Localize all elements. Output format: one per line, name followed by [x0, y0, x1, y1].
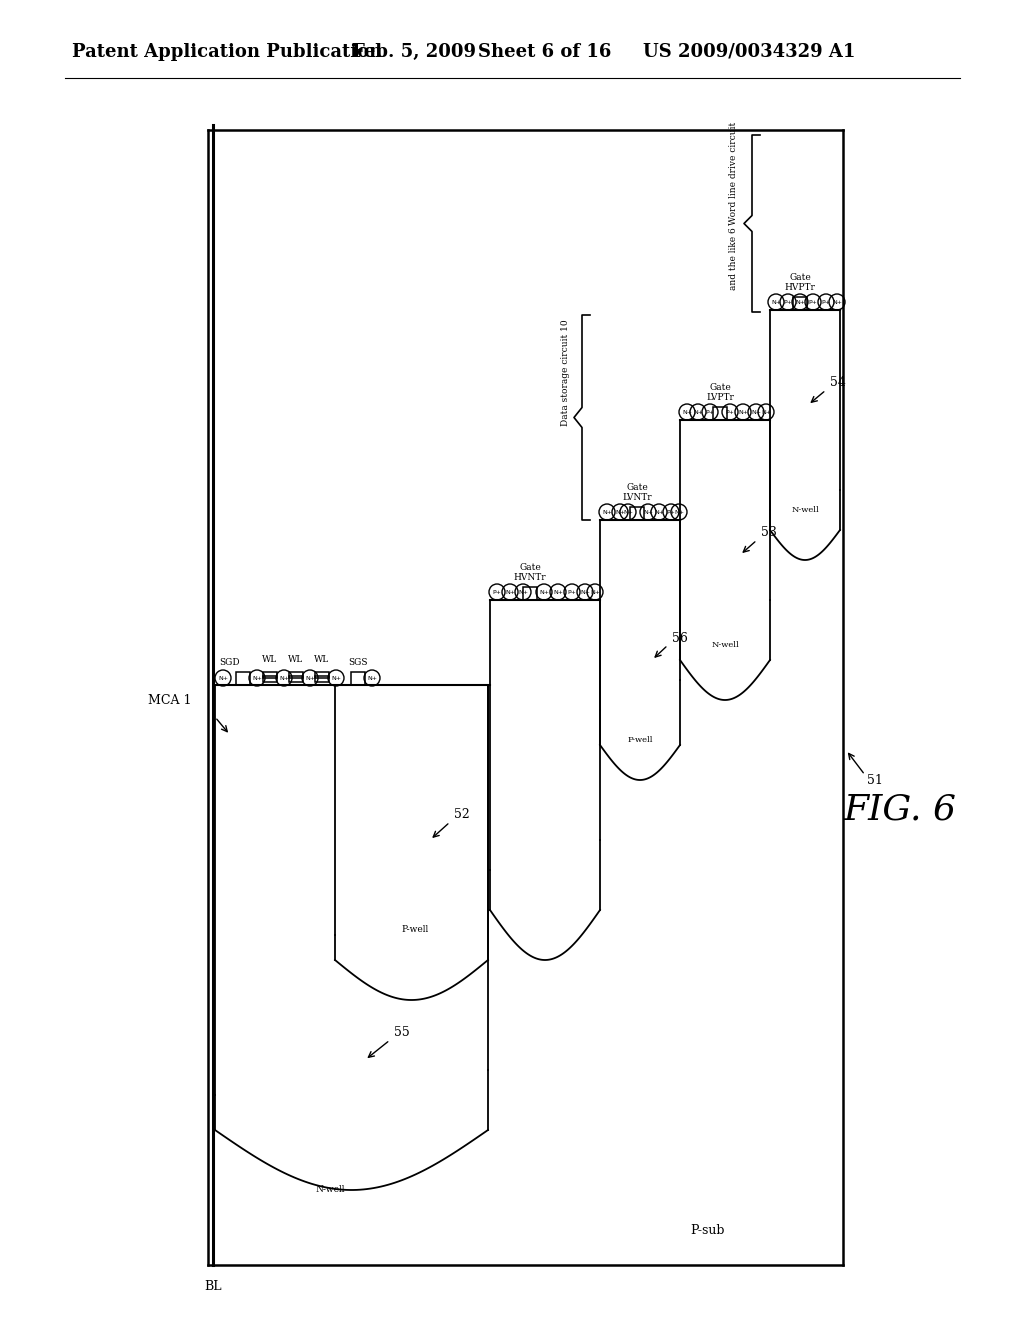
Text: N+: N+ — [218, 676, 228, 681]
Text: N+: N+ — [505, 590, 515, 594]
Text: and the like 6: and the like 6 — [729, 227, 738, 290]
Text: US 2009/0034329 A1: US 2009/0034329 A1 — [643, 44, 855, 61]
Text: P+: P+ — [493, 590, 502, 594]
Text: N+: N+ — [367, 676, 377, 681]
Text: Gate: Gate — [790, 273, 811, 282]
Text: N-well: N-well — [792, 506, 819, 513]
Text: N+: N+ — [738, 409, 748, 414]
Text: 55: 55 — [394, 1027, 410, 1040]
Text: N+: N+ — [674, 510, 684, 515]
Text: HVNTr: HVNTr — [514, 573, 547, 582]
Text: WL: WL — [289, 655, 304, 664]
Text: N+: N+ — [518, 590, 528, 594]
Text: N+: N+ — [590, 590, 600, 594]
Text: LVNTr: LVNTr — [623, 492, 652, 502]
Text: Data storage circuit 10: Data storage circuit 10 — [561, 319, 570, 426]
Text: N+: N+ — [331, 676, 341, 681]
Text: Gate: Gate — [710, 383, 731, 392]
Text: HVPTr: HVPTr — [784, 282, 815, 292]
Text: Word line drive circuit: Word line drive circuit — [729, 121, 738, 226]
Text: MCA 1: MCA 1 — [148, 693, 191, 706]
Text: FIG. 6: FIG. 6 — [844, 793, 956, 828]
Text: N+: N+ — [623, 510, 633, 515]
Text: Sheet 6 of 16: Sheet 6 of 16 — [478, 44, 611, 61]
Bar — [289, 672, 303, 678]
Text: SGS: SGS — [348, 657, 368, 667]
Text: N+: N+ — [615, 510, 625, 515]
Text: N+: N+ — [643, 510, 653, 515]
Text: N+: N+ — [761, 409, 771, 414]
Text: N+: N+ — [553, 590, 563, 594]
Bar — [793, 297, 807, 310]
Bar — [315, 672, 329, 678]
Text: 54: 54 — [830, 375, 846, 388]
Text: P-sub: P-sub — [690, 1224, 725, 1237]
Bar — [351, 672, 365, 685]
Text: Patent Application Publication: Patent Application Publication — [72, 44, 382, 61]
Text: LVPTr: LVPTr — [707, 393, 734, 403]
Bar — [263, 676, 278, 682]
Text: P+: P+ — [667, 510, 676, 515]
Bar — [315, 676, 329, 682]
Text: N+: N+ — [795, 300, 805, 305]
Bar — [263, 672, 278, 678]
Text: N-well: N-well — [315, 1185, 345, 1195]
Text: N+: N+ — [279, 676, 289, 681]
Text: N+: N+ — [602, 510, 612, 515]
Text: Gate: Gate — [626, 483, 648, 492]
Text: WL: WL — [262, 655, 278, 664]
Text: N+: N+ — [751, 409, 761, 414]
Text: N+: N+ — [539, 590, 549, 594]
Text: N+: N+ — [580, 590, 590, 594]
Text: N-well: N-well — [711, 642, 739, 649]
Text: WL: WL — [314, 655, 330, 664]
Bar — [713, 407, 727, 420]
Text: SGD: SGD — [219, 657, 240, 667]
Text: 53: 53 — [761, 527, 777, 540]
Text: BL: BL — [204, 1280, 222, 1294]
Text: N+: N+ — [693, 409, 703, 414]
Text: 52: 52 — [454, 808, 470, 821]
Text: P+: P+ — [706, 409, 715, 414]
Text: P+: P+ — [821, 300, 830, 305]
Bar — [236, 672, 250, 685]
Text: N+: N+ — [654, 510, 664, 515]
Text: Gate: Gate — [519, 564, 541, 572]
Text: P+: P+ — [726, 409, 734, 414]
Text: N+: N+ — [252, 676, 262, 681]
Text: P-well: P-well — [401, 925, 429, 935]
Text: 51: 51 — [867, 774, 883, 787]
Text: N+: N+ — [771, 300, 781, 305]
Text: N+: N+ — [831, 300, 842, 305]
Bar — [289, 676, 303, 682]
Text: 56: 56 — [672, 631, 688, 644]
Text: P+: P+ — [567, 590, 577, 594]
Text: N+: N+ — [305, 676, 315, 681]
Text: P+: P+ — [809, 300, 817, 305]
Text: Feb. 5, 2009: Feb. 5, 2009 — [352, 44, 476, 61]
Bar — [523, 587, 537, 601]
Bar — [630, 507, 644, 520]
Text: N+: N+ — [682, 409, 692, 414]
Text: P-well: P-well — [628, 737, 652, 744]
Text: P+: P+ — [783, 300, 793, 305]
